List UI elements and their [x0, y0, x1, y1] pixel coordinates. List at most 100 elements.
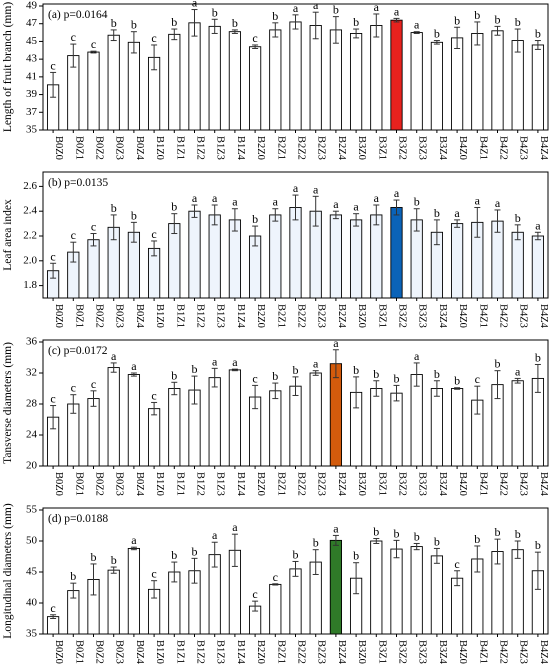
bar-B0Z4: [127, 547, 141, 635]
significance-letter: b: [171, 368, 177, 382]
x-tick-label: B0Z4: [134, 472, 145, 497]
significance-letter: a: [333, 197, 339, 211]
significance-letter: c: [50, 392, 55, 406]
bar-B4Z2: [491, 30, 504, 131]
significance-letter: b: [495, 12, 501, 26]
bar-B0Z0: [46, 616, 60, 635]
y-tick-label: 45: [26, 566, 38, 578]
significance-letter: a: [111, 349, 117, 363]
x-tick-label: B1Z2: [195, 136, 206, 160]
significance-letter: b: [434, 367, 440, 381]
significance-letter: c: [252, 31, 257, 45]
significance-letter: b: [171, 15, 177, 29]
bar-B4Z3: [511, 549, 524, 635]
significance-letter: b: [434, 534, 440, 548]
x-tick-label: B1Z3: [215, 472, 226, 496]
significance-letter: b: [272, 369, 278, 383]
x-tick-label: B0Z3: [114, 472, 125, 496]
significance-letter: b: [212, 5, 218, 19]
x-tick-label: B1Z2: [195, 640, 206, 664]
y-tick-label: 47: [26, 17, 38, 29]
bar-B3Z1: [370, 214, 383, 299]
significance-letter: b: [373, 525, 379, 539]
bar-B3Z4: [430, 388, 444, 467]
y-tick-label: 2.4: [23, 205, 37, 217]
significance-letter: c: [273, 570, 278, 584]
x-tick-label: B2Z0: [255, 640, 266, 664]
y-tick-label: 55: [26, 504, 38, 516]
bar-B2Z4: [329, 539, 343, 635]
x-tick-label: B0Z0: [53, 304, 64, 328]
significance-letter: b: [131, 208, 137, 222]
y-axis-label: Length of fruit branch (mm): [2, 2, 14, 132]
bar-B1Z2: [188, 22, 201, 131]
significance-letter: c: [151, 31, 156, 45]
significance-letter: c: [252, 371, 257, 385]
x-tick-label: B2Z0: [255, 472, 266, 496]
x-tick-label: B4Z3: [518, 304, 529, 328]
x-tick-label: B2Z2: [296, 304, 307, 328]
bar-B2Z1: [269, 390, 282, 467]
y-tick-label: 43: [26, 53, 38, 65]
bar-B0Z2: [87, 239, 100, 299]
x-tick-label: B3Z1: [376, 640, 387, 664]
x-tick-label: B2Z3: [316, 304, 327, 328]
y-tick-label: 37: [26, 106, 38, 118]
x-tick-label: B4Z1: [477, 640, 488, 664]
x-tick-label: B0Z4: [134, 304, 145, 329]
x-tick-label: B4Z4: [538, 304, 549, 329]
x-tick-label: B3Z0: [356, 472, 367, 496]
y-tick-label: 36: [26, 336, 38, 348]
significance-letter: b: [232, 16, 238, 30]
bar-B2Z2: [289, 21, 302, 131]
x-tick-label: B0Z3: [114, 640, 125, 664]
x-tick-label: B0Z1: [73, 640, 84, 664]
significance-letter: a: [414, 18, 420, 32]
bar-B0Z3: [107, 569, 120, 635]
significance-letter: c: [91, 377, 96, 391]
x-tick-label: B1Z2: [195, 304, 206, 328]
x-tick-label: B2Z3: [316, 136, 327, 160]
bar-B2Z4: [329, 29, 343, 131]
significance-letter: b: [515, 15, 521, 29]
x-tick-label: B1Z1: [174, 640, 185, 664]
x-tick-label: B4Z0: [457, 640, 468, 664]
significance-letter: b: [192, 544, 198, 558]
x-tick-label: B3Z4: [437, 472, 448, 497]
x-tick-label: B1Z4: [235, 304, 246, 329]
x-tick-label: B4Z2: [498, 472, 509, 496]
bar-B3Z2: [390, 392, 403, 467]
bar-B4Z0: [450, 223, 464, 299]
y-tick-label: 35: [26, 628, 38, 640]
bar-B1Z3: [208, 214, 221, 299]
significance-letter: b: [272, 9, 278, 23]
bar-B3Z3: [410, 374, 423, 467]
significance-letter: a: [454, 206, 460, 220]
bar-B2Z2: [289, 385, 302, 467]
significance-letter: b: [454, 13, 460, 27]
x-tick-label: B1Z0: [154, 472, 165, 496]
x-tick-label: B4Z3: [518, 640, 529, 664]
panel-label: (c) p=0.0172: [48, 345, 108, 357]
significance-letter: a: [192, 0, 198, 10]
significance-letter: a: [475, 193, 481, 207]
significance-letter: a: [313, 357, 319, 371]
y-tick-label: 45: [26, 35, 38, 47]
x-tick-label: B3Z4: [437, 136, 448, 161]
significance-letter: b: [111, 201, 117, 215]
significance-letter: b: [434, 206, 440, 220]
bar-B3Z4: [430, 41, 444, 131]
significance-letter: a: [353, 200, 359, 214]
x-tick-label: B3Z2: [397, 304, 408, 328]
bar-B0Z3: [107, 34, 120, 131]
bar-B1Z4: [228, 31, 242, 131]
bar-B3Z0: [349, 33, 363, 131]
bar-B2Z3: [309, 25, 322, 131]
significance-letter: b: [474, 532, 480, 546]
x-tick-label: B2Z1: [275, 472, 286, 496]
bar-B3Z4: [430, 555, 444, 635]
x-tick-label: B0Z1: [73, 472, 84, 496]
significance-letter: b: [353, 549, 359, 563]
significance-letter: c: [71, 381, 76, 395]
bar-B3Z1: [370, 540, 383, 635]
